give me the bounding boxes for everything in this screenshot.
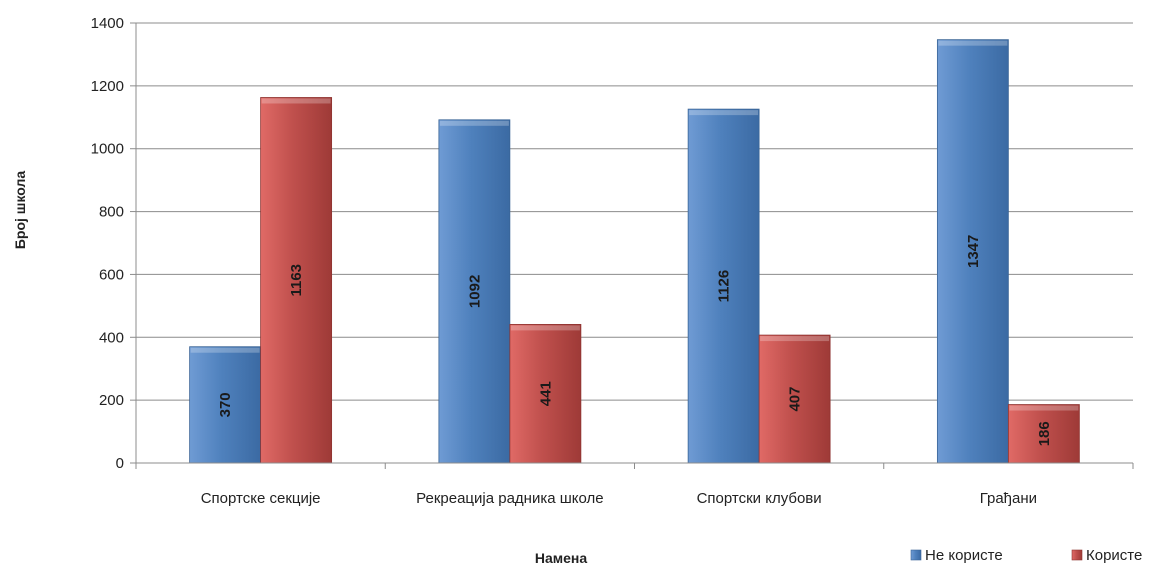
- y-tick-label: 0: [116, 455, 124, 472]
- data-label: 1092: [466, 275, 483, 308]
- data-label: 186: [1036, 421, 1053, 446]
- bar-highlight: [1009, 405, 1079, 411]
- bar: [260, 97, 333, 464]
- x-category-label: Рекреација радника школе: [416, 490, 603, 507]
- bar: [509, 323, 582, 464]
- axes: [135, 23, 1134, 469]
- legend: Не користе Користе: [910, 547, 1142, 564]
- y-tick-label: 1200: [91, 78, 124, 95]
- x-axis-title: Намена: [535, 550, 587, 566]
- bar-highlight: [261, 98, 331, 104]
- legend-label: Користе: [1086, 547, 1142, 564]
- data-label: 1126: [716, 270, 733, 303]
- bar: [936, 39, 1009, 464]
- y-tick-label: 1400: [91, 15, 124, 32]
- bar: [189, 346, 262, 464]
- y-tick-label: 600: [99, 266, 124, 283]
- bar: [438, 119, 511, 464]
- x-category-label: Спортске секције: [201, 490, 321, 507]
- bar: [758, 334, 831, 464]
- bar: [687, 108, 760, 464]
- y-tick-label: 200: [99, 392, 124, 409]
- x-category-label: Грађани: [980, 490, 1037, 507]
- bar-highlight: [190, 347, 260, 353]
- data-label: 441: [537, 381, 554, 406]
- x-axis-categories: Спортске секције Рекреација радника школе…: [201, 490, 1037, 507]
- bar: [1007, 404, 1080, 464]
- data-label: 1347: [965, 235, 982, 268]
- legend-swatch: [1071, 549, 1083, 561]
- y-axis-ticks: 0 200 400 600 800 1000 1200 1400: [91, 15, 136, 472]
- bar-highlight: [760, 336, 830, 342]
- bar-highlight: [439, 120, 509, 126]
- y-axis-title: Број школа: [12, 171, 28, 250]
- x-category-label: Спортски клубови: [697, 490, 822, 507]
- data-label: 370: [217, 392, 234, 417]
- bar-highlight: [510, 325, 580, 331]
- bars: 370 1163 1092 441 1126 407 1347 186: [189, 39, 1080, 464]
- data-label: 1163: [288, 264, 305, 297]
- bar-highlight: [938, 40, 1008, 46]
- legend-swatch: [910, 549, 922, 561]
- y-tick-label: 1000: [91, 141, 124, 158]
- legend-label: Не користе: [925, 547, 1003, 564]
- data-label: 407: [787, 387, 804, 412]
- y-tick-label: 800: [99, 204, 124, 221]
- bar-highlight: [689, 110, 759, 116]
- y-tick-label: 400: [99, 329, 124, 346]
